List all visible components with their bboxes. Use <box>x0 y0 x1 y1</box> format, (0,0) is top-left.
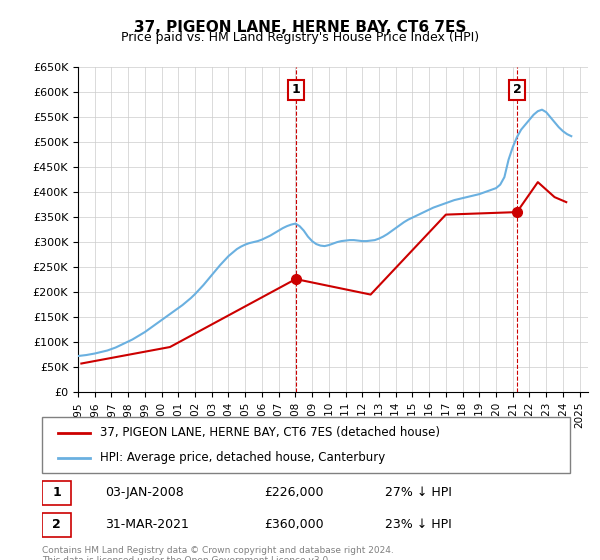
Text: Price paid vs. HM Land Registry's House Price Index (HPI): Price paid vs. HM Land Registry's House … <box>121 31 479 44</box>
Text: £226,000: £226,000 <box>264 486 323 500</box>
Text: 1: 1 <box>292 83 300 96</box>
Text: 37, PIGEON LANE, HERNE BAY, CT6 7ES (detached house): 37, PIGEON LANE, HERNE BAY, CT6 7ES (det… <box>100 426 440 440</box>
Text: 27% ↓ HPI: 27% ↓ HPI <box>385 486 452 500</box>
FancyBboxPatch shape <box>42 417 570 473</box>
Text: Contains HM Land Registry data © Crown copyright and database right 2024.
This d: Contains HM Land Registry data © Crown c… <box>42 546 394 560</box>
Text: 31-MAR-2021: 31-MAR-2021 <box>106 519 189 531</box>
FancyBboxPatch shape <box>42 480 71 505</box>
Text: 37, PIGEON LANE, HERNE BAY, CT6 7ES: 37, PIGEON LANE, HERNE BAY, CT6 7ES <box>134 20 466 35</box>
Text: 2: 2 <box>512 83 521 96</box>
Text: 1: 1 <box>52 486 61 500</box>
Text: 2: 2 <box>52 519 61 531</box>
Text: 03-JAN-2008: 03-JAN-2008 <box>106 486 184 500</box>
Text: HPI: Average price, detached house, Canterbury: HPI: Average price, detached house, Cant… <box>100 451 385 464</box>
Text: £360,000: £360,000 <box>264 519 323 531</box>
FancyBboxPatch shape <box>42 513 71 537</box>
Text: 23% ↓ HPI: 23% ↓ HPI <box>385 519 452 531</box>
